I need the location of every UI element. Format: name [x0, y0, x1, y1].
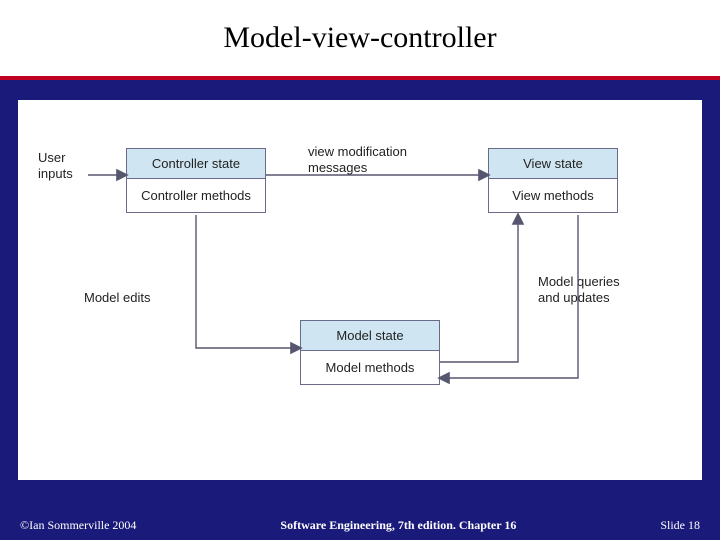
label-view-mod-msgs: view modification messages — [308, 144, 407, 177]
slide-title: Model-view-controller — [223, 21, 496, 55]
label-line: inputs — [38, 166, 73, 181]
model-box: Model state Model methods — [300, 320, 440, 385]
edge-controller-to-model — [196, 215, 300, 348]
label-line: messages — [308, 160, 367, 175]
label-line: and updates — [538, 290, 610, 305]
label-model-edits: Model edits — [84, 290, 150, 306]
controller-state-label: Controller state — [127, 149, 265, 179]
view-box: View state View methods — [488, 148, 618, 213]
controller-methods-label: Controller methods — [127, 179, 265, 212]
label-user-inputs: User inputs — [38, 150, 73, 183]
controller-box: Controller state Controller methods — [126, 148, 266, 213]
label-line: Model queries — [538, 274, 620, 289]
view-state-label: View state — [489, 149, 617, 179]
footer-title: Software Engineering, 7th edition. Chapt… — [136, 518, 660, 533]
label-line: User — [38, 150, 65, 165]
footer-slide-num: Slide 18 — [660, 518, 700, 533]
label-line: Model edits — [84, 290, 150, 305]
diagram-area: Controller state Controller methods View… — [18, 100, 702, 480]
edge-model-to-view — [440, 215, 518, 362]
footer-copyright: ©Ian Sommerville 2004 — [20, 518, 136, 533]
model-state-label: Model state — [301, 321, 439, 351]
title-area: Model-view-controller — [0, 0, 720, 80]
footer: ©Ian Sommerville 2004 Software Engineeri… — [0, 510, 720, 540]
model-methods-label: Model methods — [301, 351, 439, 384]
label-model-queries: Model queries and updates — [538, 274, 620, 307]
label-line: view modification — [308, 144, 407, 159]
view-methods-label: View methods — [489, 179, 617, 212]
